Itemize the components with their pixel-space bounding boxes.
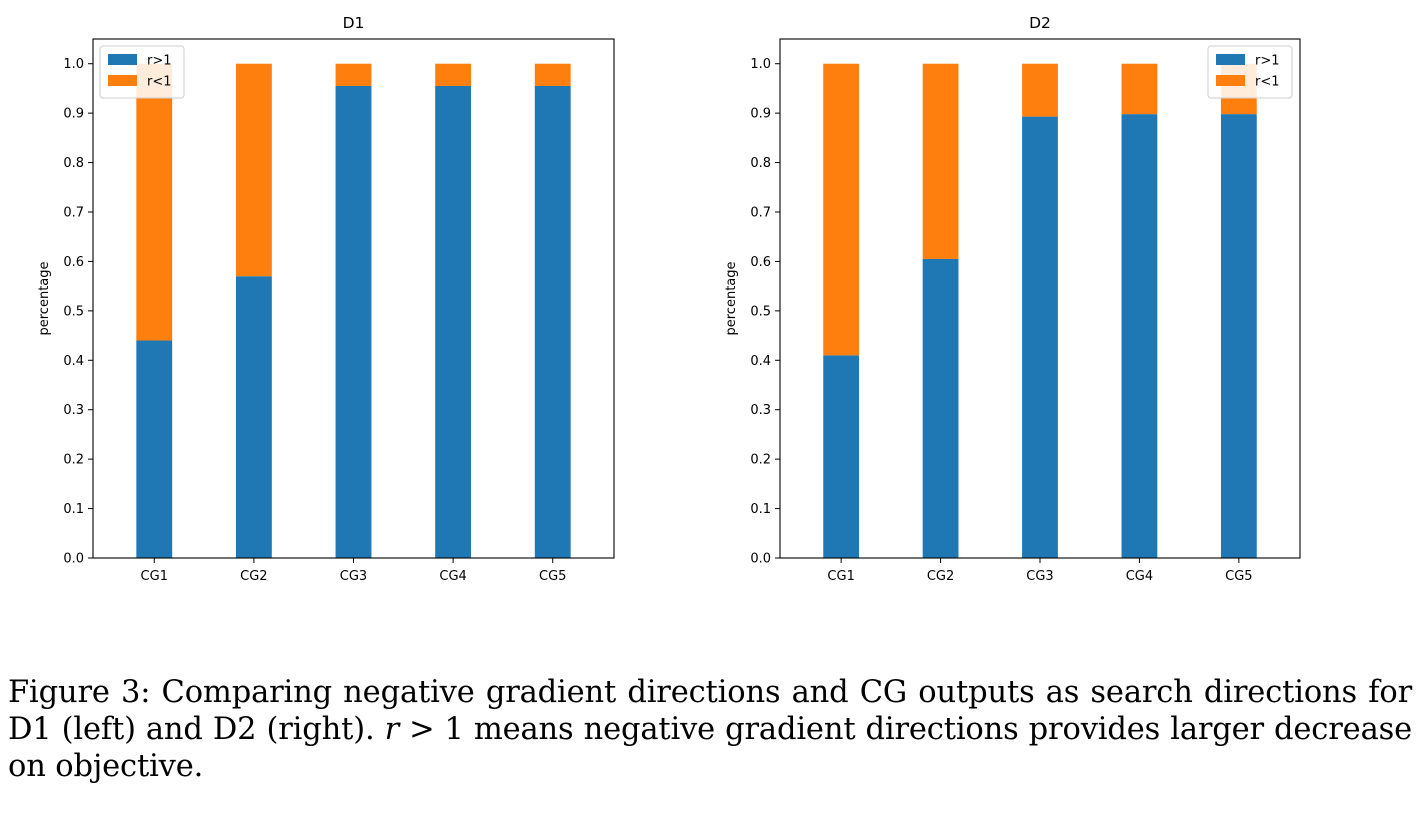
bar-r-gt-1-cg1 xyxy=(136,340,173,558)
x-tick-label-cg4: CG4 xyxy=(1126,569,1153,584)
figure-charts: CG1 CG2 CG3 CG4 CG5 0.0 0.1 0.2 0.3 0.4 0.5 0.6 0.7 0… xyxy=(37,14,1301,584)
y-tick-label: 0.0 xyxy=(63,552,84,567)
bar-r-gt-1-cg2 xyxy=(235,276,272,558)
bar-r-gt-1-cg3 xyxy=(1022,116,1058,558)
x-tick-label-cg3: CG3 xyxy=(1026,569,1053,584)
y-tick-label: 0.0 xyxy=(750,552,771,567)
bar-r-lt-1-cg4 xyxy=(435,63,472,86)
y-axis-label: percentage xyxy=(37,261,52,335)
y-tick-label: 0.9 xyxy=(63,107,84,122)
x-tick-label-cg1: CG1 xyxy=(827,569,854,584)
bar-r-gt-1-cg2 xyxy=(922,258,959,558)
y-tick-label: 0.6 xyxy=(63,255,84,270)
x-tick-label-cg5: CG5 xyxy=(539,569,566,584)
y-tick-label: 0.5 xyxy=(63,304,84,319)
legend-swatch-r-lt-1 xyxy=(1216,75,1245,86)
legend-label-r-lt-1: r<1 xyxy=(147,75,172,90)
bar-r-lt-1-cg1 xyxy=(823,63,860,356)
y-tick-label: 0.4 xyxy=(750,354,771,369)
y-tick-label: 0.4 xyxy=(63,354,84,369)
bar-r-lt-1-cg4 xyxy=(1121,63,1158,115)
legend-label-r-lt-1: r<1 xyxy=(1255,75,1280,90)
x-tick-label-cg4: CG4 xyxy=(439,569,466,584)
y-tick-label: 0.2 xyxy=(63,453,84,468)
caption-math-rest: > 1 xyxy=(399,712,464,747)
legend-swatch-r-lt-1 xyxy=(108,75,137,86)
bar-r-gt-1-cg5 xyxy=(1220,114,1257,558)
bar-r-lt-1-cg1 xyxy=(136,63,173,341)
y-tick-label: 0.5 xyxy=(750,304,771,319)
bar-r-gt-1-cg4 xyxy=(1121,114,1158,558)
chart-title: D2 xyxy=(1029,14,1051,32)
y-tick-label: 1.0 xyxy=(750,57,771,72)
caption-suffix: means negative gradient directions provi… xyxy=(8,712,1413,784)
plot-frame xyxy=(92,38,615,559)
y-tick-label: 0.3 xyxy=(750,403,771,418)
y-tick-label: 0.3 xyxy=(63,403,84,418)
y-tick-label: 0.2 xyxy=(750,453,771,468)
y-axis-label: percentage xyxy=(724,261,739,335)
bar-r-gt-1-cg5 xyxy=(534,85,571,559)
plot-frame xyxy=(779,38,1301,559)
bar-r-lt-1-cg2 xyxy=(922,63,959,259)
x-tick-label-cg3: CG3 xyxy=(340,569,367,584)
legend: r>1r<1 xyxy=(1207,45,1293,99)
y-tick-label: 0.1 xyxy=(750,502,771,517)
bar-r-gt-1-cg3 xyxy=(335,85,372,559)
bar-r-lt-1-cg5 xyxy=(534,63,571,86)
y-tick-label: 0.7 xyxy=(750,206,771,221)
x-tick-label-cg2: CG2 xyxy=(927,569,954,584)
y-tick-label: 0.8 xyxy=(63,156,84,171)
bar-r-lt-1-cg3 xyxy=(1022,63,1058,117)
x-tick-label-cg1: CG1 xyxy=(141,569,168,584)
caption-prefix: Figure 3: Comparing negative gradient di… xyxy=(8,675,1412,747)
x-tick-label-cg2: CG2 xyxy=(240,569,267,584)
legend-label-r-gt-1: r>1 xyxy=(1255,54,1280,69)
y-tick-label: 0.6 xyxy=(750,255,771,270)
bar-r-gt-1-cg4 xyxy=(435,85,472,559)
caption-math-r: r xyxy=(384,712,400,747)
y-tick-label: 0.1 xyxy=(63,502,84,517)
y-tick-label: 1.0 xyxy=(63,57,84,72)
chart-title: D1 xyxy=(343,14,365,32)
legend-label-r-gt-1: r>1 xyxy=(147,54,172,69)
bar-r-lt-1-cg2 xyxy=(235,63,272,277)
y-tick-label: 0.9 xyxy=(750,107,771,122)
y-tick-label: 0.7 xyxy=(63,206,84,221)
figure-caption: Figure 3: Comparing negative gradient di… xyxy=(8,674,1412,785)
bar-r-gt-1-cg1 xyxy=(823,355,860,558)
chart-panel-2: CG1 CG2 CG3 CG4 CG5 0.0 0.1 0.2 0.3 0.4 0.5 0.6 0.7 0… xyxy=(724,14,1301,584)
bar-r-lt-1-cg3 xyxy=(335,63,372,86)
y-tick-label: 0.8 xyxy=(750,156,771,171)
legend-swatch-r-gt-1 xyxy=(1216,54,1245,65)
chart-panel-1: CG1 CG2 CG3 CG4 CG5 0.0 0.1 0.2 0.3 0.4 0.5 0.6 0.7 0… xyxy=(37,14,615,584)
legend: r>1r<1 xyxy=(99,45,185,99)
legend-swatch-r-gt-1 xyxy=(108,54,137,65)
x-tick-label-cg5: CG5 xyxy=(1225,569,1252,584)
